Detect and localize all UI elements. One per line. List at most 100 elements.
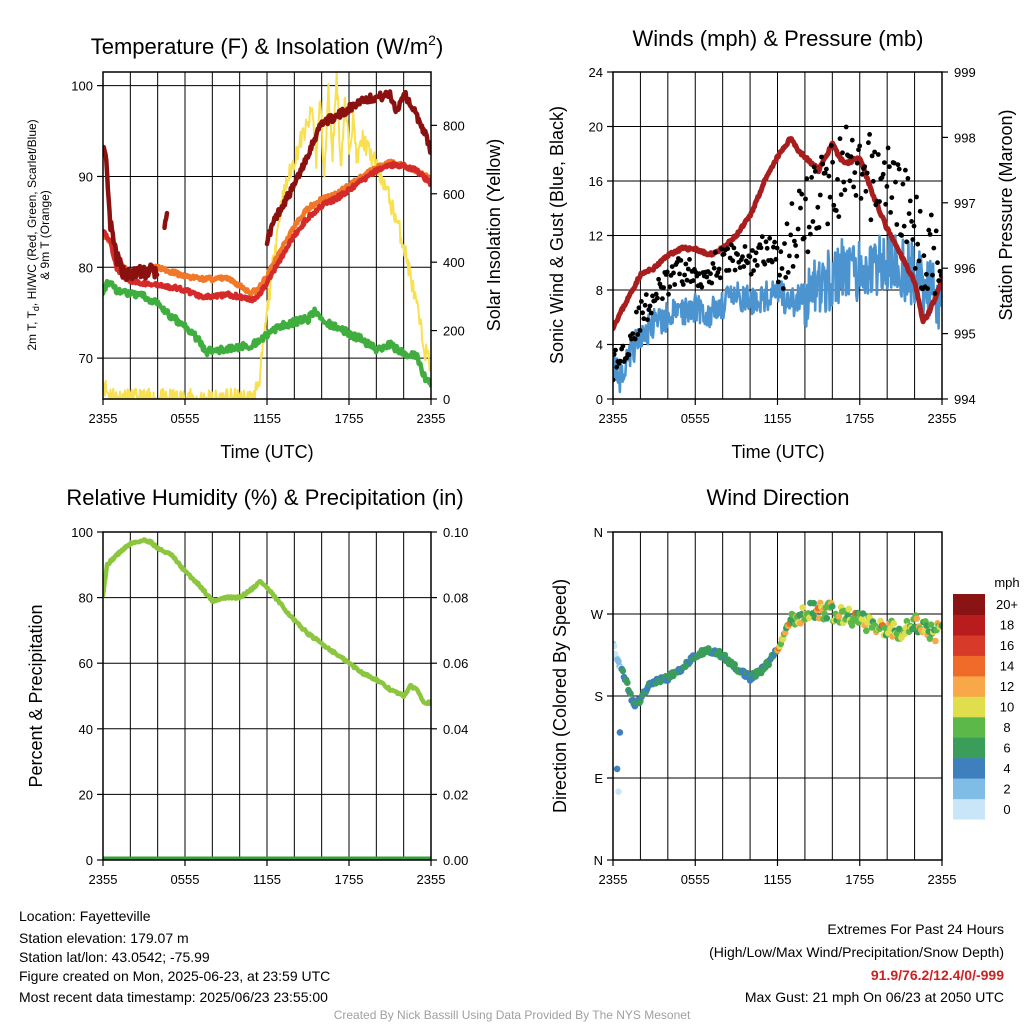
gust-point <box>745 260 750 266</box>
gust-point <box>933 228 939 234</box>
gust-point <box>655 295 660 301</box>
gust-point <box>862 164 868 170</box>
direction-point <box>863 627 870 635</box>
gust-point <box>613 351 617 357</box>
gust-point <box>634 309 639 315</box>
gust-point <box>889 195 895 201</box>
x-tick-label: 2355 <box>89 872 118 887</box>
gust-point <box>648 310 654 316</box>
humidity-chart-title: Relative Humidity (%) & Precipitation (i… <box>66 485 463 510</box>
gust-point <box>894 222 900 227</box>
gust-point <box>660 296 665 302</box>
y-tick-label: 40 <box>79 722 93 737</box>
gust-point <box>640 310 645 316</box>
y2-tick-label: 996 <box>954 261 976 276</box>
humidity-panel: Relative Humidity (%) & Precipitation (i… <box>26 485 468 887</box>
gust-point <box>827 194 833 200</box>
svg-text:2m T, Td, HI/WC (Red, Green, S: 2m T, Td, HI/WC (Red, Green, Scarlet/Blu… <box>25 119 41 350</box>
gust-point <box>783 275 789 280</box>
y-tick-label: 4 <box>596 338 603 353</box>
gust-point <box>785 270 791 275</box>
gust-point <box>848 154 854 160</box>
direction-point <box>624 679 631 686</box>
speed-colorbar: mph 0 2 4 6 8 10 12 14 16 18 20+ <box>953 575 1020 820</box>
direction-point <box>716 647 723 655</box>
gust-point <box>868 217 874 223</box>
gust-point <box>906 211 912 217</box>
y2-tick-label: 0.04 <box>443 722 468 737</box>
gust-point <box>928 212 934 218</box>
pressure-line <box>613 136 942 332</box>
direction-point <box>926 635 934 642</box>
y-tick-label: 24 <box>589 65 603 80</box>
gust-point <box>697 271 702 277</box>
gust-point <box>815 204 821 210</box>
gust-point <box>630 331 636 336</box>
direction-point <box>829 603 836 610</box>
gust-point <box>653 291 659 297</box>
y2-tick-label: 995 <box>954 327 976 342</box>
gust-point <box>682 272 687 278</box>
gust-point <box>817 192 823 198</box>
credit-line: Created By Nick Bassill Using Data Provi… <box>334 1008 691 1022</box>
gust-point <box>838 192 844 198</box>
gust-point <box>843 124 849 130</box>
direction-point <box>613 765 621 773</box>
gust-point <box>830 159 835 165</box>
gust-point <box>794 253 800 259</box>
gust-point <box>811 164 817 170</box>
gust-point <box>854 160 860 166</box>
gust-point <box>911 223 917 229</box>
gust-point <box>826 173 832 179</box>
y2-tick-label: 0.10 <box>443 525 468 540</box>
y2-tick-label: 994 <box>954 392 976 407</box>
gust-point <box>926 227 932 233</box>
humidity-line <box>103 537 431 706</box>
gust-point <box>805 249 811 255</box>
gust-point <box>725 246 731 252</box>
gust-point <box>626 352 632 358</box>
gust-point <box>639 299 644 304</box>
gust-point <box>910 237 916 242</box>
gust-point <box>824 166 829 172</box>
y-tick-label: 12 <box>589 229 603 244</box>
figure-created: Figure created on Mon, 2025-06-23, at 23… <box>19 968 330 984</box>
colorbar-swatch <box>953 655 985 677</box>
gust-point <box>819 154 824 160</box>
gust-point <box>704 274 710 280</box>
temperature-chart-title: Temperature (F) & Insolation (W/m2) <box>91 32 444 59</box>
gust-point <box>872 149 877 155</box>
gust-point <box>792 238 797 244</box>
y-tick-label: 0 <box>86 853 93 868</box>
temperature-y-label: 2m T, Td, HI/WC (Red, Green, Scarlet/Blu… <box>25 119 52 350</box>
humidity-plot-area <box>103 537 431 860</box>
gust-point <box>875 152 881 157</box>
y2-tick-label: 0.06 <box>443 656 468 671</box>
colorbar-level-label: 18 <box>1000 618 1014 633</box>
gust-point <box>793 243 798 248</box>
gust-point <box>790 264 796 269</box>
x-tick-label: 1155 <box>764 411 792 426</box>
x-tick-label: 0555 <box>681 411 710 426</box>
direction-point <box>613 642 618 650</box>
y-tick-label: 16 <box>589 174 603 189</box>
direction-point <box>779 635 787 643</box>
y2-tick-label: 400 <box>443 255 465 270</box>
direction-axes: N E S W N 2355 0555 1155 1755 2355 <box>591 525 957 887</box>
gust-point <box>836 214 842 220</box>
direction-point <box>835 613 843 620</box>
gust-point <box>742 244 748 249</box>
gust-point <box>726 267 732 273</box>
gust-point <box>936 278 942 284</box>
colorbar-level-label: 8 <box>1003 720 1010 735</box>
gust-point <box>613 347 618 353</box>
direction-point <box>823 615 831 622</box>
gust-point <box>764 245 770 251</box>
colorbar-swatch <box>953 778 985 800</box>
gust-point <box>859 171 865 177</box>
gust-point <box>899 233 905 238</box>
gust-point <box>775 279 781 285</box>
gust-point <box>620 343 626 349</box>
gust-point <box>887 164 892 170</box>
